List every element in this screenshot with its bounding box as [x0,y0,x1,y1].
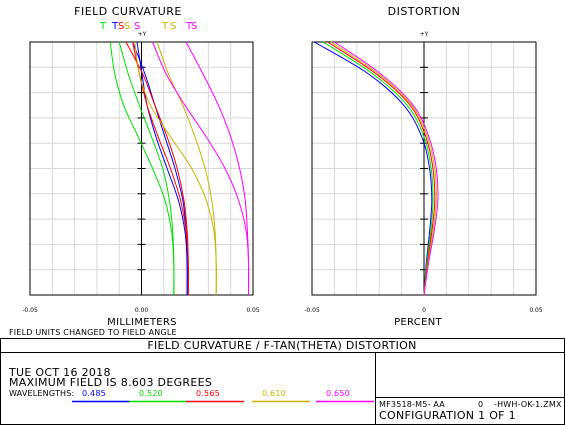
lens-file-path: -HWH-OK-1.ZMX [494,400,562,409]
maximum-field: MAXIMUM FIELD IS 8.603 DEGREES [9,376,212,389]
fc-series-line-s-7 [156,41,217,296]
field-curvature-xtick-zero: 0.00 [135,307,149,314]
field-curvature-y-axis-label: +Y [138,31,147,38]
wavelength-value: 0.520 [139,389,163,398]
distortion-chart: DISTORTION +Y -0.05 0 0.05 PERCENT [304,5,543,328]
legend-label-t: T [99,21,107,32]
distortion-y-axis-label: +Y [420,31,429,38]
plot-banner-title: FIELD CURVATURE / F-TAN(THETA) DISTORTIO… [147,339,416,352]
wavelength-value: 0.565 [196,389,220,398]
legend-label-t: T [185,21,193,32]
wavelength-value: 0.650 [326,389,350,398]
analysis-date: TUE OCT 16 2018 [8,366,111,379]
lens-file-zero: 0 [478,400,483,409]
distortion-x-axis-label: PERCENT [394,317,442,328]
legend-label-s: S [124,21,130,32]
field-curvature-legend: T T S S S T S TS [99,21,197,32]
distortion-xtick-max: 0.05 [529,307,543,314]
fc-series-line-s-3 [118,41,175,296]
dist-series-line-4 [334,41,439,296]
dist-series-line-0 [313,41,433,296]
field-curvature-axis-ticks [137,41,146,295]
dist-series-line-3 [330,41,437,296]
distortion-title: DISTORTION [388,5,461,18]
field-curvature-xtick-min: -0.05 [22,307,38,314]
field-curvature-x-axis-label: MILLIMETERS [107,317,177,328]
field-curvature-xtick-max: 0.05 [246,307,260,314]
distortion-xtick-zero: 0 [422,307,426,314]
distortion-xtick-min: -0.05 [304,307,320,314]
fc-series-line-s-1 [132,41,188,296]
wavelength-value: 0.485 [82,389,106,398]
field-curvature-chart: FIELD CURVATURE T T S S S T S TS +Y -0.05 0.00 … [22,5,260,328]
lens-file-name: MF3518-M5- AA [379,400,445,409]
legend-label-s: S [170,21,176,32]
distortion-series [313,41,439,296]
dist-series-line-1 [322,41,434,296]
legend-label-s: S [191,21,197,32]
fc-series-line-s-9 [185,41,250,296]
wavelength-value: 0.610 [262,389,286,398]
legend-label-s: S [118,21,124,32]
dist-series-line-2 [327,41,436,296]
legend-label-t: T [111,21,119,32]
field-units-note: FIELD UNITS CHANGED TO FIELD ANGLE [9,328,177,337]
legend-label-t: T [161,21,169,32]
field-curvature-series [109,41,250,296]
field-curvature-title: FIELD CURVATURE [74,5,182,18]
fc-series-line-s-5 [125,41,189,296]
wavelength-legend: 0.485 0.520 0.565 0.610 0.650 [72,389,374,403]
configuration-label: CONFIGURATION 1 OF 1 [379,409,516,422]
legend-label-s: S [134,21,140,32]
wavelengths-label: WAVELENGTHS: [9,389,74,398]
